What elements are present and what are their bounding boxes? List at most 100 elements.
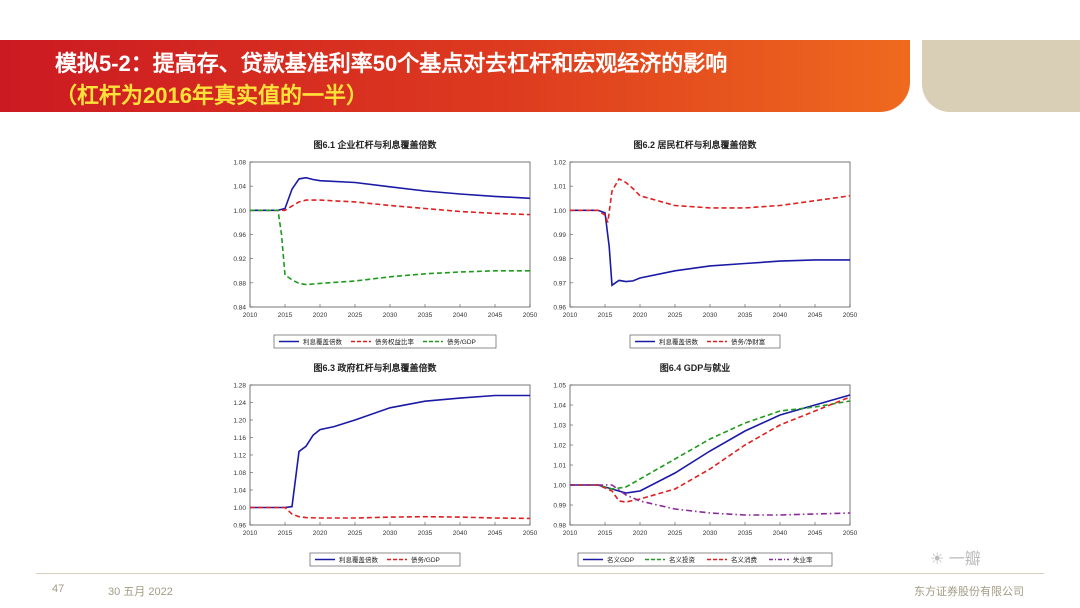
legend-label: 债务/GDP [447,337,476,346]
series-line-0 [250,394,530,509]
corner-decoration [922,40,1080,112]
x-tick-label: 2050 [523,312,538,319]
y-tick-label: 1.12 [233,453,246,460]
x-tick-label: 2030 [703,312,718,319]
x-tick-label: 2015 [598,312,613,319]
y-tick-label: 1.04 [233,488,246,495]
x-tick-label: 2035 [418,312,433,319]
x-tick-label: 2020 [633,530,648,537]
series-line-0 [570,394,851,494]
y-tick-label: 0.97 [553,280,566,287]
title-banner: 模拟5-2：提高存、贷款基准利率50个基点对去杠杆和宏观经济的影响 （杠杆为20… [0,40,910,112]
y-tick-label: 1.28 [233,383,246,390]
y-tick-label: 1.00 [553,208,566,215]
y-tick-label: 0.92 [233,256,246,263]
x-tick-label: 2025 [668,530,683,537]
y-tick-label: 0.84 [233,305,246,312]
x-tick-label: 2045 [488,312,503,319]
chart-government-leverage: 图6.3 政府杠杆与利息覆盖倍数 0.96 1.00 1.04 1.08 1.12 1.16… [233,362,538,567]
legend-label: 名义投资 [669,555,696,564]
y-tick-label: 0.96 [233,523,246,530]
chart-title: 图6.4 GDP与就业 [660,362,731,373]
x-tick-label: 2030 [703,530,718,537]
legend-label: 债务/净财富 [731,337,765,346]
x-tick-label: 2025 [668,312,683,319]
series-line-2 [570,396,851,503]
slide-subtitle: （杠杆为2016年真实值的一半） [55,83,368,108]
x-tick-label: 2025 [348,312,363,319]
x-tick-label: 2020 [313,530,328,537]
y-tick-label: 1.05 [553,383,566,390]
series-line-3 [570,484,851,516]
x-tick-label: 2040 [773,312,788,319]
legend-box [629,334,781,349]
footer-divider [36,573,1044,574]
chart-corporate-leverage: 图6.1 企业杠杆与利息覆盖倍数 0.84 0.88 0.92 0.96 1.00 1.04… [233,139,538,349]
legend-label: 失业率 [793,555,813,564]
x-tick-label: 2020 [633,312,648,319]
series-line-0 [250,176,531,212]
x-tick-label: 2010 [243,530,258,537]
y-tick-label: 0.88 [233,280,246,287]
y-tick-label: 1.16 [233,435,246,442]
x-tick-label: 2045 [808,312,823,319]
y-tick-label: 1.01 [553,184,566,191]
page-number: 47 [52,583,65,595]
x-tick-label: 2035 [738,312,753,319]
slide-title: 模拟5-2：提高存、贷款基准利率50个基点对去杠杆和宏观经济的影响 [55,51,728,76]
x-tick-label: 2025 [348,530,363,537]
wechat-icon: ☀ [930,551,945,568]
series-line-0 [570,209,850,287]
y-tick-label: 0.98 [553,256,566,263]
legend-label: 债务权益比率 [375,337,415,346]
legend-label: 利息覆盖倍数 [659,337,699,346]
company-name: 东方证券股份有限公司 [914,586,1024,598]
y-tick-label: 1.00 [233,208,246,215]
x-tick-label: 2050 [523,530,538,537]
chart-title: 图6.2 居民杠杆与利息覆盖倍数 [633,139,757,150]
x-tick-label: 2030 [383,312,398,319]
x-tick-label: 2030 [383,530,398,537]
y-tick-label: 1.01 [553,463,566,470]
legend-box [273,334,497,349]
x-tick-label: 2015 [598,530,613,537]
x-tick-label: 2020 [313,312,328,319]
x-tick-label: 2010 [563,312,578,319]
legend-label: 名义消费 [731,555,758,564]
x-tick-label: 2040 [453,312,468,319]
x-tick-label: 2040 [453,530,468,537]
chart-household-leverage: 图6.2 居民杠杆与利息覆盖倍数 0.96 0.97 0.98 0.99 1.00 1.01… [553,139,858,349]
series-line-1 [570,177,851,223]
series-line-1 [250,199,531,216]
x-tick-label: 2035 [738,530,753,537]
legend-label: 利息覆盖倍数 [303,337,343,346]
x-tick-label: 2015 [278,530,293,537]
watermark-text: 一瓣 [948,551,981,568]
y-tick-label: 0.98 [553,523,566,530]
legend-label: 名义GDP [607,555,634,564]
plot-area [569,384,851,526]
plot-area [249,161,531,308]
series-line-1 [570,400,851,490]
y-tick-label: 1.24 [233,400,246,407]
y-tick-label: 1.02 [553,160,566,167]
y-tick-label: 1.08 [233,470,246,477]
chart-gdp-employment: 图6.4 GDP与就业 0.98 0.99 1.00 1.01 1.02 1.03 1.04 1… [553,362,858,567]
x-tick-label: 2050 [843,312,858,319]
y-tick-label: 1.02 [553,443,566,450]
y-tick-label: 1.20 [233,418,246,425]
x-tick-label: 2040 [773,530,788,537]
x-tick-label: 2050 [843,530,858,537]
chart-title: 图6.3 政府杠杆与利息覆盖倍数 [313,362,437,373]
x-tick-label: 2010 [563,530,578,537]
x-tick-label: 2010 [243,312,258,319]
x-tick-label: 2015 [278,312,293,319]
chart-title: 图6.1 企业杠杆与利息覆盖倍数 [313,139,437,150]
y-tick-label: 1.04 [553,403,566,410]
series-line-1 [250,506,531,520]
y-tick-label: 0.96 [553,305,566,312]
y-tick-label: 1.00 [233,505,246,512]
x-tick-label: 2045 [488,530,503,537]
y-tick-label: 0.96 [233,232,246,239]
legend-box [309,552,461,567]
